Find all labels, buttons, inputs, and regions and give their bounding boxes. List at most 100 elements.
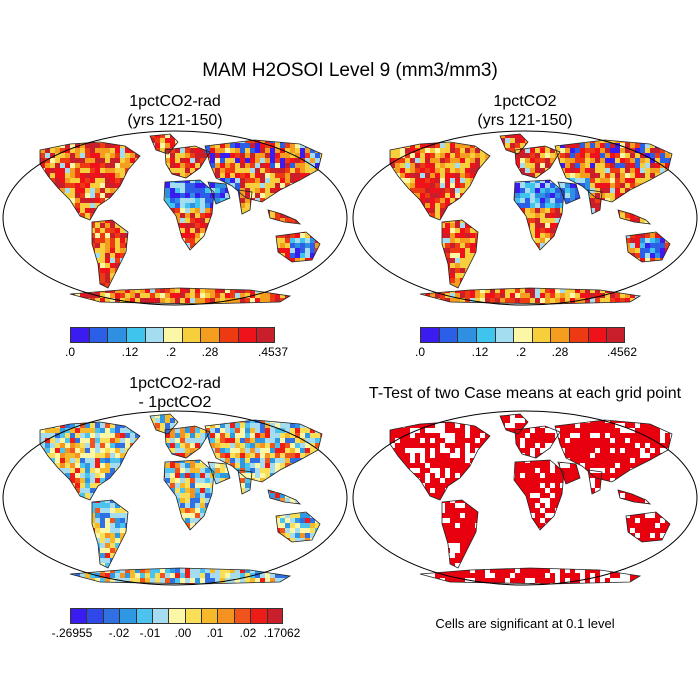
coastline	[625, 231, 671, 263]
colorbar-swatch	[250, 608, 267, 624]
colorbar-swatch	[513, 327, 532, 343]
colorbar-tick-label: .4537	[257, 345, 289, 359]
colorbar-swatch	[102, 608, 120, 624]
figure-title: MAM H2OSOI Level 9 (mm3/mm3)	[202, 60, 498, 81]
colorbar-tick-label: .0	[64, 345, 76, 359]
coastline	[204, 419, 323, 483]
coastline	[91, 219, 129, 289]
map-frame	[2, 410, 348, 586]
colorbar-swatch	[125, 327, 145, 343]
colorbar-tick-label: -.02	[108, 626, 130, 640]
colorbar-swatch	[475, 327, 495, 343]
colorbar-swatch	[587, 327, 607, 343]
colorbar-tick-label: .02	[239, 626, 257, 640]
coastline	[164, 425, 211, 459]
coastline	[587, 469, 603, 495]
coastline	[163, 179, 215, 251]
colorbar-swatch	[70, 608, 87, 624]
colorbar-swatch	[144, 327, 164, 343]
panel-title-line1: 1pctCO2	[493, 93, 557, 110]
colorbar-tick-label: .4562	[606, 345, 638, 359]
map-bottom-left	[2, 410, 348, 586]
coastline	[204, 139, 323, 203]
colorbar-swatch	[237, 327, 257, 343]
colorbar-swatch	[606, 327, 625, 343]
colorbar-top-left	[70, 327, 275, 343]
colorbar-swatch	[86, 608, 103, 624]
coastline	[237, 469, 253, 495]
coastline	[389, 141, 491, 221]
panel-title-top-right: 1pctCO2 (yrs 121-150)	[410, 92, 640, 130]
colorbar-swatch	[266, 608, 283, 624]
coastline	[554, 419, 673, 483]
colorbar-swatch	[569, 327, 588, 343]
panel-title-line2: (yrs 121-150)	[127, 112, 223, 129]
coastline	[275, 231, 321, 263]
colorbar-tick-label: -.26955	[51, 626, 93, 640]
significance-note: Cells are significant at 0.1 level	[435, 616, 615, 631]
colorbar-tick-label: -.01	[139, 626, 161, 640]
colorbar-swatch	[420, 327, 439, 343]
map-top-left	[2, 130, 348, 306]
colorbar-swatch	[168, 608, 185, 624]
panel-title-bottom-right: T-Test of two Case means at each grid po…	[345, 384, 700, 403]
colorbar-swatch	[233, 608, 251, 624]
coastline	[514, 145, 561, 179]
colorbar-tick-label: .0	[414, 345, 426, 359]
coastline	[513, 459, 565, 531]
panel-title-line1: T-Test of two Case means at each grid po…	[368, 385, 682, 402]
colorbar-swatch	[163, 327, 182, 343]
colorbar-swatch	[200, 327, 219, 343]
map-frame	[352, 410, 698, 586]
coastline	[39, 421, 141, 501]
coastline	[207, 461, 231, 485]
panel-title-bottom-left: 1pctCO2-rad - 1pctCO2	[60, 374, 290, 412]
coastline	[557, 181, 581, 205]
coastline	[267, 209, 302, 225]
colorbar-swatch	[151, 608, 169, 624]
panel-title-top-left: 1pctCO2-rad (yrs 121-150)	[60, 92, 290, 130]
map-frame	[352, 130, 698, 306]
colorbar-tick-label: .12	[471, 345, 489, 359]
coastline	[617, 209, 652, 225]
colorbar-swatch	[119, 608, 136, 624]
colorbar-tick-label: .2	[515, 345, 527, 359]
colorbar-tick-label: .28	[201, 345, 219, 359]
coastline	[91, 499, 129, 569]
coastline	[267, 489, 302, 505]
colorbar-swatch	[256, 327, 275, 343]
colorbar-swatch	[184, 608, 201, 624]
coastline	[513, 179, 565, 251]
colorbar-top-right	[420, 327, 625, 343]
coastline	[587, 189, 603, 215]
map-bottom-right	[352, 410, 698, 586]
colorbar-swatch	[217, 608, 234, 624]
colorbar-tick-label: .17062	[263, 626, 301, 640]
coastline	[441, 219, 479, 289]
map-frame	[2, 130, 348, 306]
colorbar-swatch	[181, 327, 201, 343]
coastline	[39, 141, 141, 221]
coastline	[275, 511, 321, 543]
colorbar-swatch	[219, 327, 238, 343]
colorbar-tick-label: .28	[551, 345, 569, 359]
coastline	[499, 133, 529, 155]
colorbar-tick-label: .2	[165, 345, 177, 359]
colorbar-swatch	[457, 327, 476, 343]
coastline	[514, 425, 561, 459]
colorbar-tick-label: .01	[206, 626, 224, 640]
colorbar-swatch	[494, 327, 514, 343]
coastline	[625, 511, 671, 543]
colorbar-swatch	[550, 327, 569, 343]
coastline	[149, 413, 179, 435]
colorbar-swatch	[107, 327, 126, 343]
coastline	[557, 461, 581, 485]
colorbar-swatch	[201, 608, 218, 624]
panel-title-line2: - 1pctCO2	[138, 394, 212, 411]
coastline	[207, 181, 231, 205]
panel-title-line1: 1pctCO2-rad	[129, 93, 221, 110]
colorbar-swatch	[438, 327, 458, 343]
coastline	[163, 459, 215, 531]
colorbar-swatch	[135, 608, 152, 624]
colorbar-tick-label: .12	[121, 345, 139, 359]
